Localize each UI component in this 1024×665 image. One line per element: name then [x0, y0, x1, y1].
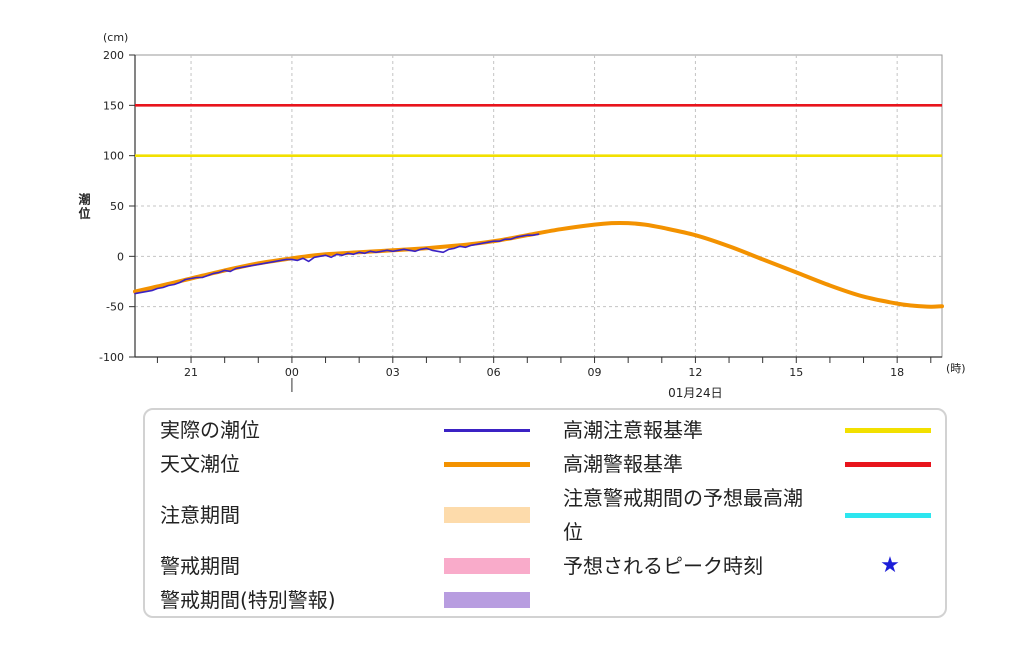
- tide-chart: 200 150 100 50 0 -50 -100 21 00 03 06 09 12 15 18 (cm) (…: [99, 31, 966, 400]
- x-tick-label: 21: [184, 366, 198, 379]
- x-tick-label: 06: [487, 366, 501, 379]
- legend-label-warning-criterion: 高潮警報基準: [563, 452, 683, 476]
- legend-swatch-advisory-criterion: [845, 428, 931, 433]
- legend-swatch-astronomical-tide: [444, 462, 530, 467]
- legend-swatch-special-warning-period: [444, 592, 530, 608]
- x-tick-label: 12: [688, 366, 702, 379]
- x-tick-label: 03: [386, 366, 400, 379]
- legend-swatch-observed-tide: [444, 429, 530, 432]
- legend-swatch-caution-period: [444, 507, 530, 523]
- date-label: 01月24日: [668, 386, 723, 400]
- series-line-observed-tide: [134, 233, 540, 295]
- legend-label-warning-period: 警戒期間: [160, 554, 240, 578]
- legend-label-astronomical-tide: 天文潮位: [160, 452, 240, 476]
- y-unit-label: (cm): [103, 31, 128, 44]
- legend-label-special-warning-period: 警戒期間(特別警報): [160, 588, 336, 612]
- legend-swatch-predicted-max-tide: [845, 513, 931, 518]
- legend-label-caution-period: 注意期間: [160, 503, 240, 527]
- star-icon: ★: [880, 553, 900, 578]
- x-tick-label: 09: [588, 366, 602, 379]
- y-tick-label: 0: [117, 250, 124, 263]
- legend-label-advisory-criterion: 高潮注意報基準: [563, 418, 703, 442]
- x-tick-label: 18: [890, 366, 904, 379]
- x-tick-label: 00: [285, 366, 299, 379]
- legend-swatch-warning-criterion: [845, 462, 931, 467]
- legend-label-predicted-max-tide: 注意警戒期間の予想最高潮位: [563, 486, 803, 544]
- y-tick-label: -100: [99, 351, 124, 364]
- legend-swatch-warning-period: [444, 558, 530, 574]
- y-tick-label: 100: [103, 150, 124, 163]
- y-axis-title: 潮位: [77, 193, 91, 221]
- y-tick-label: 50: [110, 200, 124, 213]
- legend-label-peak-time: 予想されるピーク時刻: [563, 554, 763, 578]
- y-tick-label: 150: [103, 99, 124, 112]
- y-tick-label: -50: [106, 301, 124, 314]
- x-tick-label: 15: [789, 366, 803, 379]
- legend: 実際の潮位 天文潮位 注意期間 警戒期間 警戒期間(特別警報) 高潮注意報基準 …: [143, 408, 947, 618]
- legend-label-observed-tide: 実際の潮位: [160, 418, 260, 442]
- x-unit-label: (時): [946, 362, 966, 375]
- y-tick-label: 200: [103, 49, 124, 62]
